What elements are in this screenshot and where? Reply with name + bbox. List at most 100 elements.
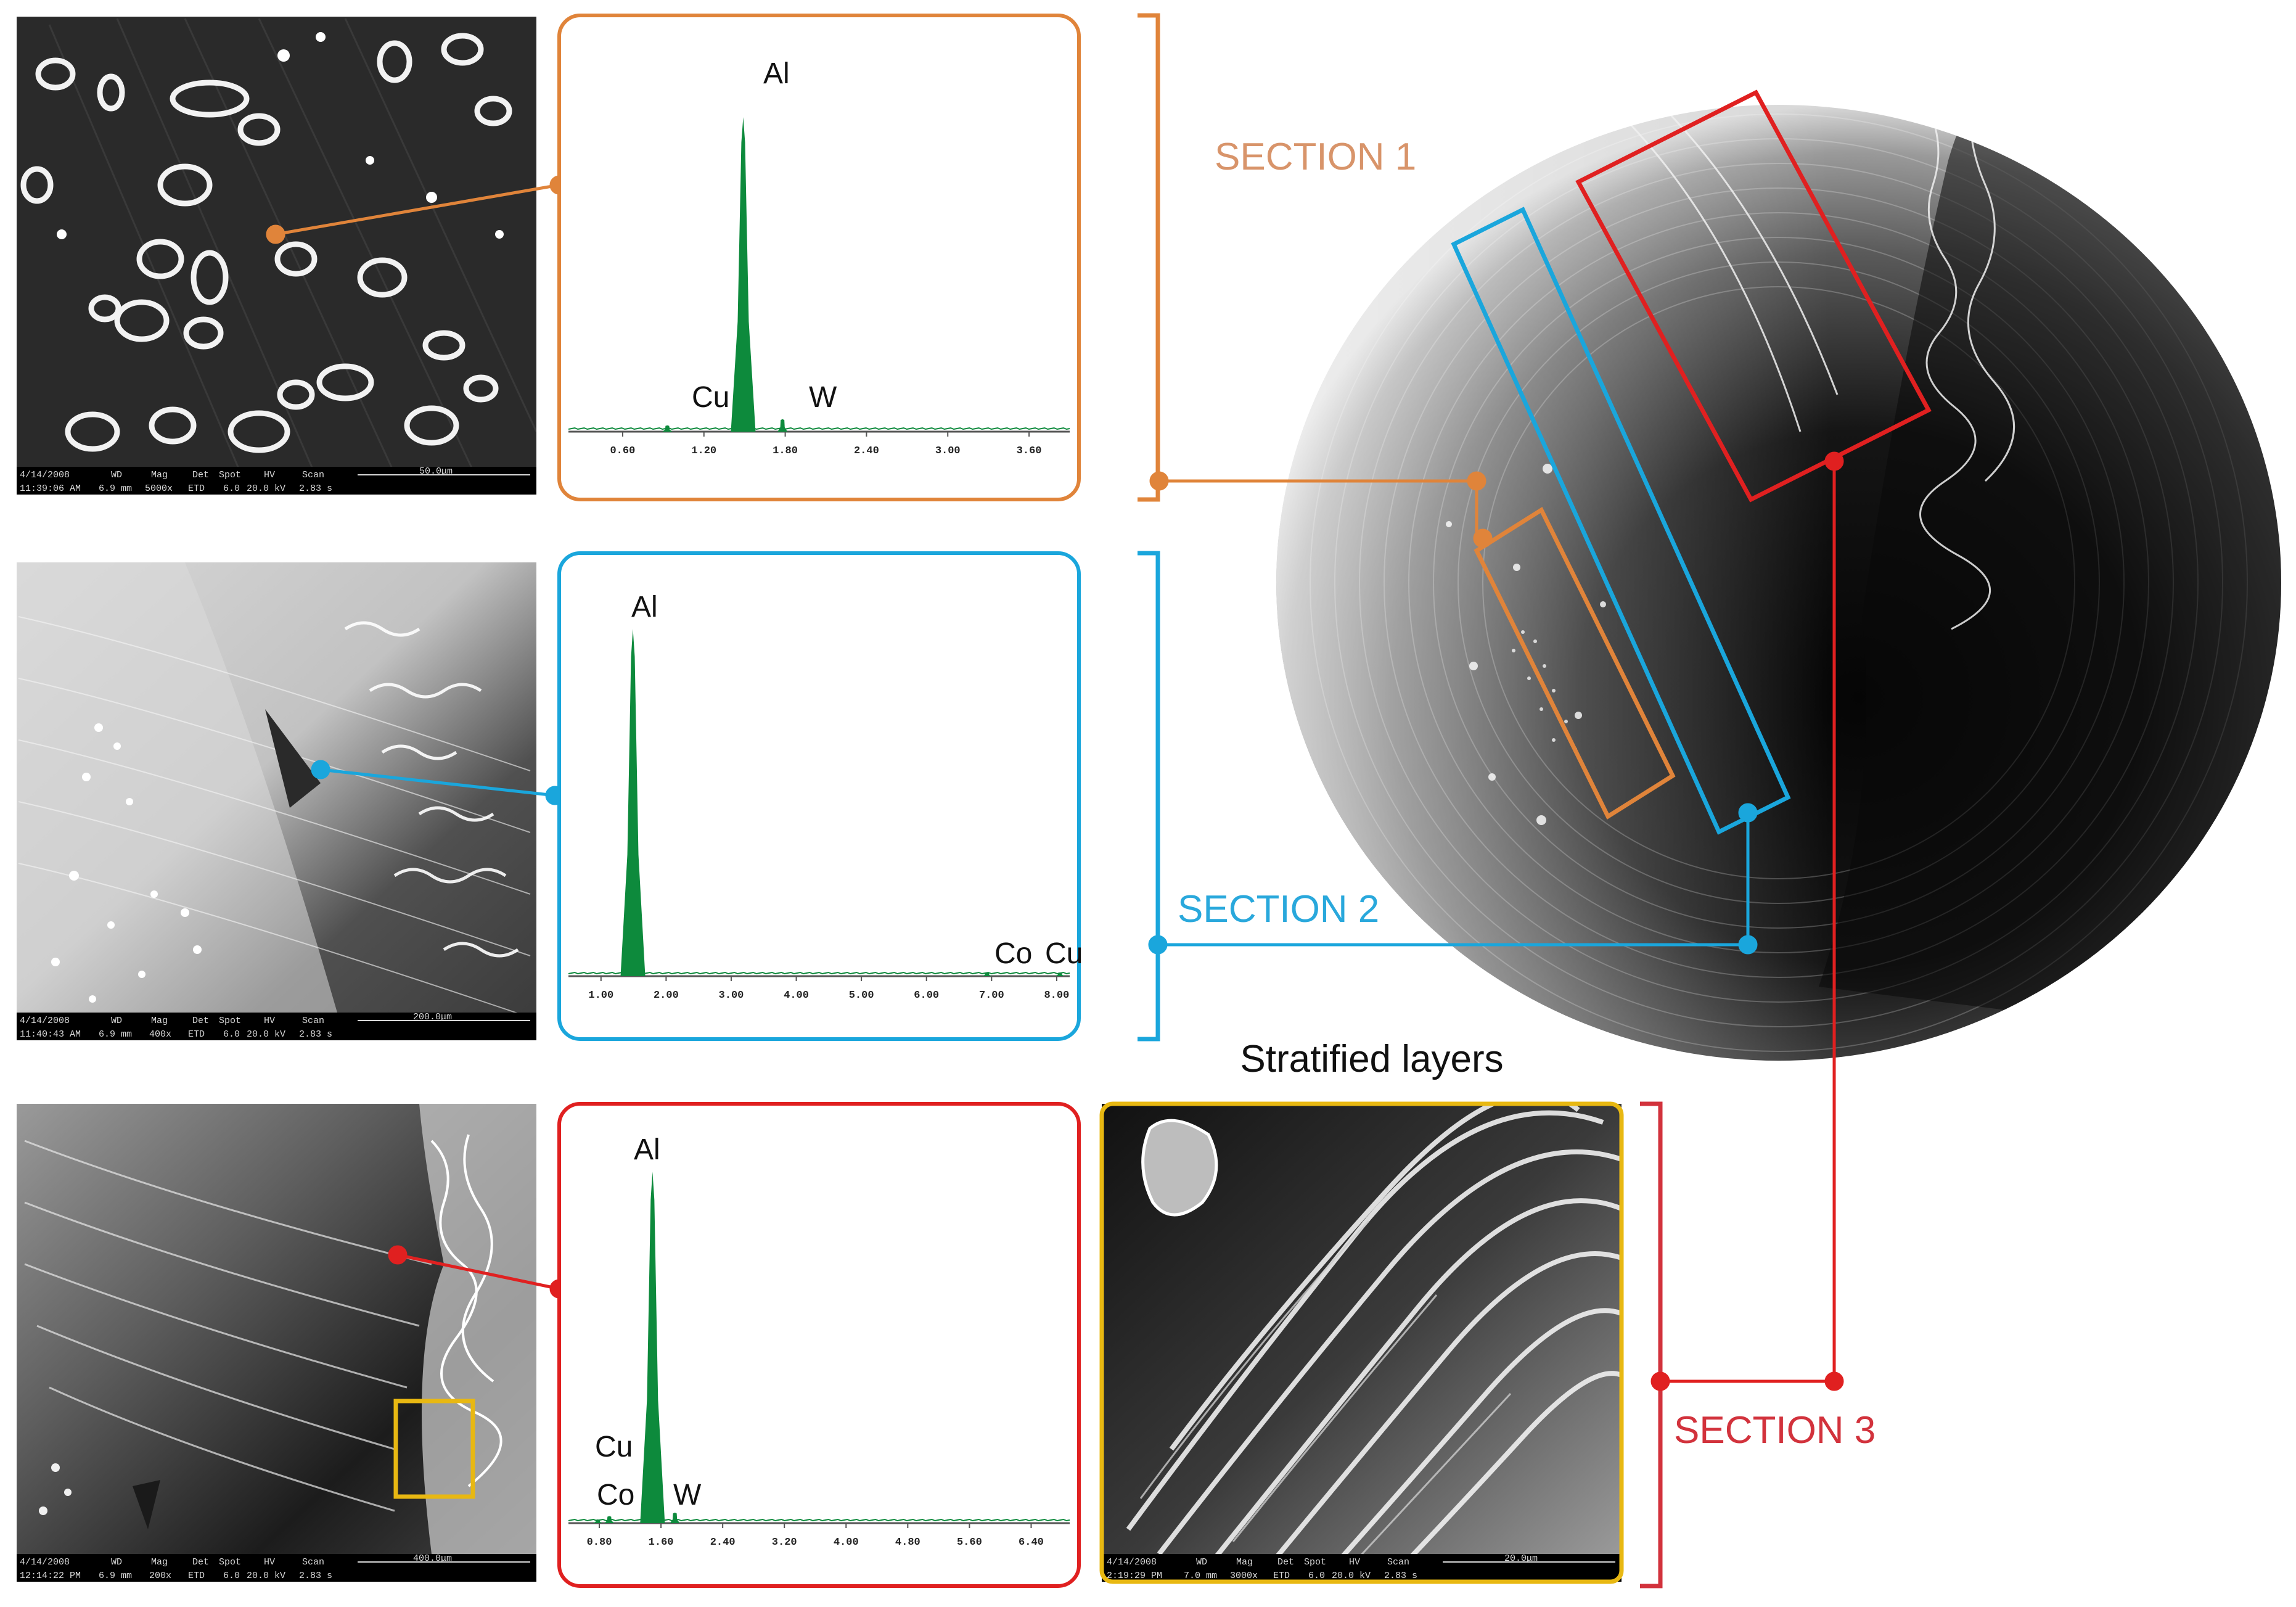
sem1-hv: 20.0 kV <box>247 483 285 494</box>
sem1-spot-header: Spot <box>219 470 241 480</box>
sem2-mag-header: Mag <box>151 1016 168 1026</box>
spectrum-2-label-cu: Cu <box>1045 937 1083 970</box>
sem2-hv: 20.0 kV <box>247 1029 285 1040</box>
sem4-mag-header: Mag <box>1236 1557 1253 1568</box>
sem-image-3 <box>17 1104 536 1582</box>
spectrum-2: 1.00 2.00 3.00 4.00 5.00 6.00 7.00 8.00 Al Co Cu <box>568 591 1083 1001</box>
spectrum-1-baseline <box>568 427 1070 430</box>
sem-image-2 <box>17 562 536 1040</box>
spectrum-3-label-co: Co <box>597 1479 634 1511</box>
spectrum-3-peak-cu <box>604 1516 615 1523</box>
sem3-highlight-box <box>393 1399 475 1499</box>
section2-label: SECTION 2 <box>1178 888 1379 931</box>
sem4-hv: 20.0 kV <box>1332 1571 1371 1581</box>
sem2-det: ETD <box>188 1029 205 1040</box>
sem4-mag: 3000x <box>1230 1571 1258 1581</box>
sem4-date: 4/14/2008 <box>1107 1557 1157 1568</box>
sem3-mag: 200x <box>149 1571 171 1581</box>
spectrum-2-peak-al <box>620 629 646 976</box>
spectrum-1-label-al: Al <box>763 57 790 90</box>
sem4-hv-header: HV <box>1349 1557 1360 1568</box>
sem1-spot: 6.0 <box>223 483 240 494</box>
sem2-det-header: Det <box>192 1016 209 1026</box>
sem2-mag: 400x <box>149 1029 171 1040</box>
spectrum-1-label-w: W <box>809 381 837 414</box>
spectrum-1-label-cu: Cu <box>692 381 729 414</box>
sem3-scan: 2.83 s <box>299 1571 332 1581</box>
sem-image-1-databar: 4/14/2008 11:39:06 AM WD 6.9 mm Mag 5000… <box>20 466 530 494</box>
sem2-spot-header: Spot <box>219 1016 241 1026</box>
sem1-wd: 6.9 mm <box>99 483 132 494</box>
spectrum-1-tick-label: 2.40 <box>854 445 879 457</box>
sem4-det-header: Det <box>1277 1557 1294 1568</box>
sem2-scale: 200.0μm <box>413 1012 452 1022</box>
spectrum-1-tick-label: 1.20 <box>691 445 716 457</box>
spectrum-2-tick-label: 3.00 <box>719 990 744 1001</box>
sem1-det: ETD <box>188 483 205 494</box>
section1-region-box <box>1474 506 1676 820</box>
sem4-det: ETD <box>1273 1571 1290 1581</box>
spectrum-2-tick-label: 8.00 <box>1044 990 1069 1001</box>
sem2-scan: 2.83 s <box>299 1029 332 1040</box>
spectrum-1-peak-cu <box>662 425 673 432</box>
section3-bracket <box>1640 1101 1663 1589</box>
sem1-time: 11:39:06 AM <box>20 483 81 494</box>
sem3-det: ETD <box>188 1571 205 1581</box>
spectrum-3-tick-label: 0.80 <box>587 1537 612 1548</box>
sem-image-2-databar: 4/14/2008 11:40:43 AM WD 6.9 mm Mag 400x… <box>20 1012 530 1040</box>
sem1-date: 4/14/2008 <box>20 470 70 480</box>
section1-bracket <box>1138 13 1160 502</box>
spectrum-2-tick-label: 2.00 <box>654 990 679 1001</box>
spectrum-2-tick-label: 1.00 <box>588 990 613 1001</box>
sem3-wd-header: WD <box>111 1557 122 1568</box>
spectrum-2-peak-cu <box>1055 972 1065 976</box>
spectrum-1-frame <box>557 14 1081 501</box>
sem4-spot-header: Spot <box>1304 1557 1326 1568</box>
sem3-mag-header: Mag <box>151 1557 168 1568</box>
sem2-wd-header: WD <box>111 1016 122 1026</box>
spectrum-3: 0.80 1.60 2.40 3.20 4.00 4.80 5.60 6.40 Cu Co Al W <box>568 1133 1070 1548</box>
spectrum-1-tick-label: 0.60 <box>610 445 635 457</box>
sem1-scan-header: Scan <box>302 470 324 480</box>
sem2-hv-header: HV <box>264 1016 275 1026</box>
section2-connectors <box>311 760 1758 955</box>
spectrum-2-label-co: Co <box>994 937 1032 970</box>
sem1-wd-header: WD <box>111 470 122 480</box>
sem4-spot: 6.0 <box>1308 1571 1325 1581</box>
spectrum-3-tick-label: 5.60 <box>957 1537 982 1548</box>
sem4-scan: 2.83 s <box>1384 1571 1417 1581</box>
sem1-mag-header: Mag <box>151 470 168 480</box>
worn-sphere-image <box>1276 105 2281 1061</box>
sem1-mag: 5000x <box>145 483 173 494</box>
spectrum-2-tick-label: 4.00 <box>784 990 809 1001</box>
sem3-spot-header: Spot <box>219 1557 241 1568</box>
section3-region-box <box>1575 89 1932 503</box>
section2-region-box <box>1451 207 1791 835</box>
sem1-scan: 2.83 s <box>299 483 332 494</box>
sem2-wd: 6.9 mm <box>99 1029 132 1040</box>
spectrum-1-peak-w <box>777 419 788 432</box>
sem1-det-header: Det <box>192 470 209 480</box>
sem1-hv-header: HV <box>264 470 275 480</box>
spectrum-3-tick-label: 6.40 <box>1019 1537 1044 1548</box>
sem-image-4-databar: 4/14/2008 2:19:29 PM WD 7.0 mm Mag 3000x… <box>1107 1553 1615 1581</box>
sem3-hv: 20.0 kV <box>247 1571 285 1581</box>
sem3-scan-header: Scan <box>302 1557 324 1568</box>
sem2-date: 4/14/2008 <box>20 1016 70 1026</box>
spectrum-1: 0.60 1.20 1.80 2.40 3.00 3.60 Cu Al W <box>568 57 1070 457</box>
sem3-det-header: Det <box>192 1557 209 1568</box>
spectrum-3-frame <box>557 1102 1081 1588</box>
sem4-wd: 7.0 mm <box>1184 1571 1217 1581</box>
sem3-scale: 400.0μm <box>413 1553 452 1564</box>
sem-image-3-databar: 4/14/2008 12:14:22 PM WD 6.9 mm Mag 200x… <box>20 1553 530 1581</box>
sem3-wd: 6.9 mm <box>99 1571 132 1581</box>
stratified-frame <box>1099 1101 1624 1584</box>
sem-image-1 <box>17 17 536 495</box>
spectrum-1-tick-label: 3.00 <box>935 445 961 457</box>
sem-image-stratified <box>1102 1104 1622 1582</box>
stratified-title: Stratified layers <box>1240 1038 1503 1080</box>
spectrum-3-label-al: Al <box>634 1133 660 1166</box>
sem3-hv-header: HV <box>264 1557 275 1568</box>
spectrum-2-peak-co <box>982 972 992 976</box>
